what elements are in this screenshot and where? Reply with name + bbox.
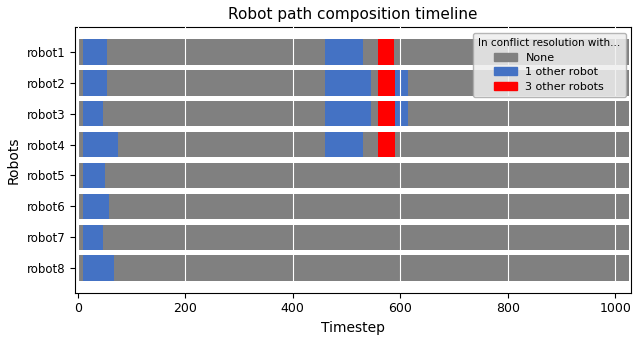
Bar <box>77 39 83 65</box>
Bar <box>325 101 371 127</box>
Bar <box>325 70 371 95</box>
Bar <box>394 39 629 65</box>
X-axis label: Timestep: Timestep <box>321 321 385 335</box>
Bar <box>83 194 109 219</box>
Bar <box>395 101 408 127</box>
Bar <box>114 255 629 281</box>
Bar <box>408 101 629 127</box>
Bar <box>325 132 363 157</box>
Bar <box>77 194 83 219</box>
Bar <box>363 39 378 65</box>
Bar <box>408 70 629 95</box>
Bar <box>77 163 83 188</box>
Bar <box>83 255 114 281</box>
Bar <box>77 70 83 95</box>
Bar <box>109 194 629 219</box>
Bar <box>378 101 395 127</box>
Bar <box>104 101 325 127</box>
Bar <box>108 70 325 95</box>
Bar <box>395 70 408 95</box>
Bar <box>363 132 378 157</box>
Bar <box>83 132 118 157</box>
Title: Robot path composition timeline: Robot path composition timeline <box>228 7 478 22</box>
Bar <box>104 163 629 188</box>
Bar <box>325 39 363 65</box>
Bar <box>83 39 108 65</box>
Bar <box>83 70 108 95</box>
Bar <box>371 70 378 95</box>
Bar <box>378 39 394 65</box>
Bar <box>77 132 83 157</box>
Bar <box>108 39 325 65</box>
Bar <box>83 163 104 188</box>
Bar <box>83 225 104 250</box>
Bar <box>371 101 378 127</box>
Bar <box>378 132 395 157</box>
Bar <box>77 255 83 281</box>
Bar <box>83 101 104 127</box>
Bar <box>378 70 395 95</box>
Legend: None, 1 other robot, 3 other robots: None, 1 other robot, 3 other robots <box>472 33 626 97</box>
Bar <box>104 225 629 250</box>
Bar <box>77 101 83 127</box>
Y-axis label: Robots: Robots <box>7 136 21 184</box>
Bar <box>118 132 325 157</box>
Bar <box>395 132 629 157</box>
Bar <box>77 225 83 250</box>
